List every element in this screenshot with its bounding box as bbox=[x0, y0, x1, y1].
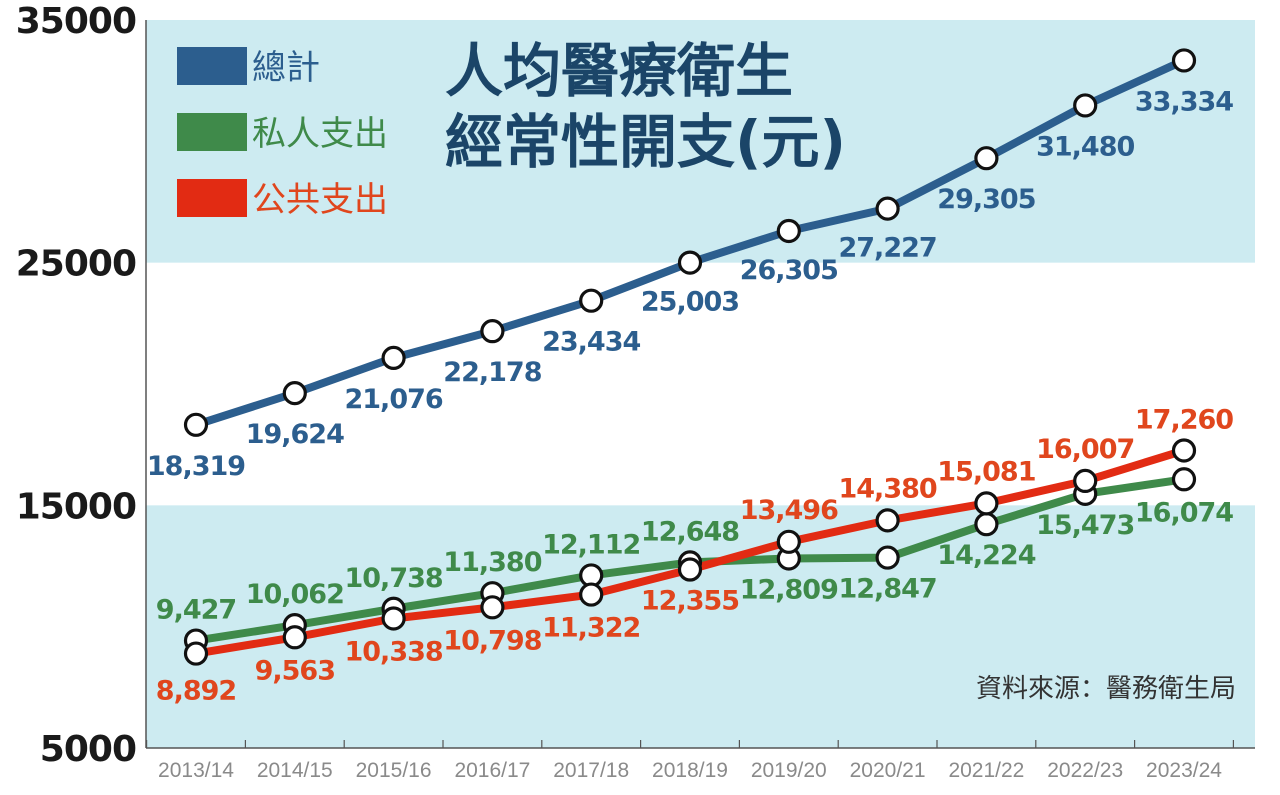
data-label: 15,473 bbox=[1036, 510, 1134, 541]
data-point bbox=[677, 250, 703, 275]
x-tick-label: 2017/18 bbox=[553, 759, 629, 782]
data-point bbox=[1073, 93, 1098, 118]
x-tick-label: 2020/21 bbox=[850, 759, 926, 782]
data-point bbox=[974, 512, 999, 537]
data-label: 10,062 bbox=[246, 579, 344, 610]
data-point bbox=[282, 381, 307, 406]
data-point bbox=[1171, 438, 1197, 463]
data-point bbox=[875, 508, 900, 533]
data-point bbox=[974, 146, 999, 171]
x-tick-label: 2022/23 bbox=[1047, 759, 1123, 782]
data-label: 10,738 bbox=[344, 563, 442, 594]
background-bands bbox=[146, 20, 1255, 748]
data-point bbox=[677, 557, 703, 582]
data-label: 10,798 bbox=[443, 625, 541, 656]
legend-swatch bbox=[177, 179, 247, 217]
data-label: 18,319 bbox=[147, 451, 245, 482]
data-point bbox=[282, 625, 307, 650]
data-label: 12,809 bbox=[740, 575, 838, 606]
data-label: 16,007 bbox=[1036, 434, 1134, 465]
data-point bbox=[579, 288, 604, 313]
legend-swatch bbox=[177, 47, 247, 85]
data-label: 12,355 bbox=[641, 586, 739, 617]
data-point bbox=[480, 595, 505, 620]
data-label: 11,380 bbox=[443, 547, 541, 578]
x-tick-label: 2021/22 bbox=[948, 759, 1024, 782]
data-label: 23,434 bbox=[542, 327, 640, 358]
x-tick-label: 2023/24 bbox=[1146, 759, 1222, 782]
data-point bbox=[1171, 48, 1197, 73]
x-tick-label: 2013/14 bbox=[158, 759, 234, 782]
data-label: 29,305 bbox=[937, 184, 1035, 215]
data-label: 14,380 bbox=[838, 473, 936, 504]
x-axis-ticks: 2013/14 2014/15 2015/16 2016/17 2017/18 2018/… bbox=[146, 740, 1235, 782]
data-label: 12,648 bbox=[641, 516, 739, 547]
x-tick-label: 2018/19 bbox=[652, 759, 728, 782]
x-tick-label: 2014/15 bbox=[257, 759, 333, 782]
chart-title-line-2: 經常性開支(元) bbox=[445, 108, 846, 176]
chart-title: 人均醫療衛生 經常性開支(元) bbox=[445, 37, 846, 176]
data-label: 21,076 bbox=[344, 384, 442, 415]
data-label: 25,003 bbox=[641, 287, 739, 318]
data-label: 33,334 bbox=[1135, 86, 1233, 117]
data-label: 12,847 bbox=[838, 574, 936, 605]
data-label: 11,322 bbox=[542, 613, 640, 644]
data-point bbox=[183, 641, 209, 666]
y-tick-label: 25000 bbox=[16, 244, 136, 285]
x-tick-label: 2015/16 bbox=[356, 759, 432, 782]
data-markers bbox=[183, 48, 1197, 666]
data-label: 14,224 bbox=[937, 540, 1035, 571]
data-point bbox=[776, 529, 801, 554]
data-label: 19,624 bbox=[246, 419, 344, 450]
data-label: 12,112 bbox=[542, 529, 640, 560]
legend-label: 總計 bbox=[252, 48, 320, 88]
legend-swatch bbox=[177, 113, 247, 151]
data-label: 9,563 bbox=[255, 655, 335, 686]
x-tick-label: 2016/17 bbox=[454, 759, 530, 782]
legend-label: 公共支出 bbox=[252, 180, 388, 220]
data-label: 8,892 bbox=[156, 676, 236, 707]
data-point bbox=[183, 412, 209, 437]
data-point bbox=[875, 545, 900, 570]
data-label: 22,178 bbox=[443, 357, 541, 388]
data-label: 13,496 bbox=[740, 495, 838, 526]
chart-title-line-1: 人均醫療衛生 bbox=[445, 37, 793, 105]
data-point bbox=[1171, 467, 1197, 492]
y-tick-label: 5000 bbox=[40, 729, 136, 770]
data-point bbox=[381, 345, 406, 370]
data-point bbox=[381, 606, 406, 631]
y-tick-label: 15000 bbox=[16, 486, 136, 527]
data-point bbox=[875, 196, 900, 221]
data-point bbox=[579, 582, 604, 607]
data-label: 31,480 bbox=[1036, 131, 1134, 162]
y-tick-label: 35000 bbox=[16, 1, 136, 42]
legend-label: 私人支出 bbox=[252, 114, 388, 154]
data-point bbox=[480, 319, 505, 344]
y-axis-ticks: 5000 15000 25000 35000 bbox=[16, 1, 137, 770]
data-label: 10,338 bbox=[344, 636, 442, 667]
data-point bbox=[776, 218, 801, 244]
data-labels: 18,31919,62421,07622,17823,43425,00326,3… bbox=[147, 86, 1234, 707]
data-label: 16,074 bbox=[1135, 497, 1233, 528]
data-label: 9,427 bbox=[156, 595, 236, 626]
data-label: 15,081 bbox=[937, 456, 1035, 487]
source-note: 資料來源：醫務衛生局 bbox=[976, 674, 1236, 704]
data-point bbox=[1073, 468, 1098, 493]
data-point bbox=[974, 491, 999, 516]
band-upper bbox=[146, 20, 1255, 263]
data-label: 27,227 bbox=[838, 233, 936, 264]
axes bbox=[145, 20, 1255, 749]
data-label: 17,260 bbox=[1135, 404, 1233, 435]
x-tick-label: 2019/20 bbox=[751, 759, 827, 782]
data-label: 26,305 bbox=[740, 255, 838, 286]
